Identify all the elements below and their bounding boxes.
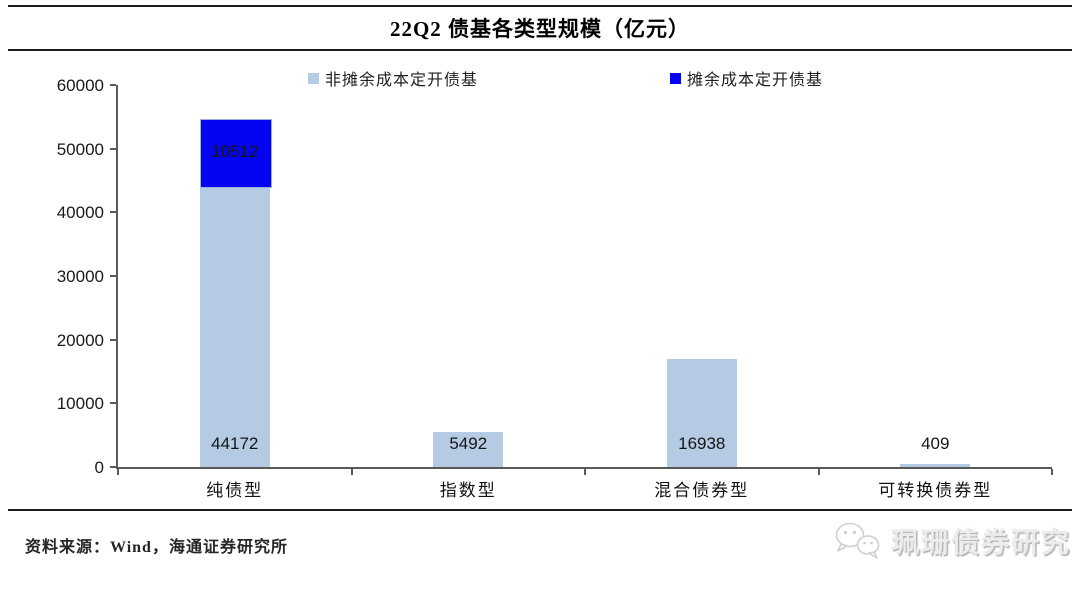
bar-segment-amortized [199, 118, 272, 188]
x-tick [817, 469, 820, 475]
chart-title: 22Q2 债基各类型规模（亿元） [389, 17, 691, 41]
x-tick [584, 469, 586, 475]
x-category-label: 混合债券型 [654, 481, 750, 500]
bar-segment-light [900, 464, 971, 467]
y-tick-label: 30000 [56, 267, 104, 286]
legend-marker-icon [308, 72, 319, 84]
bar-segment-light [666, 359, 737, 467]
y-tick-label: 50000 [56, 139, 104, 159]
bar-value-label: 16938 [678, 434, 726, 453]
bar-value-label: 44172 [211, 434, 259, 453]
legend-item: 非摊余成本定开债基 [308, 66, 478, 90]
y-tick-label: 10000 [56, 394, 104, 414]
title-rule [8, 49, 1072, 51]
y-tick [110, 402, 116, 405]
legend-label: 摊余成本定开债基 [687, 72, 824, 89]
x-category-label: 可转换债券型 [878, 481, 993, 500]
x-category-label: 指数型 [439, 481, 497, 500]
source-note: 资料来源：Wind，海通证券研究所 [25, 539, 288, 556]
watermark: 珮珊债券研究 [833, 520, 1071, 562]
bar-value-label: 409 [921, 434, 950, 453]
y-tick [110, 211, 116, 214]
x-tick [1051, 469, 1053, 475]
watermark-label: 珮珊债券研究 [891, 528, 1072, 559]
bar-segment-light [199, 186, 270, 467]
legend-item: 摊余成本定开债基 [670, 66, 823, 90]
y-tick-label: 40000 [56, 203, 104, 223]
y-tick [110, 466, 116, 468]
y-tick [110, 338, 116, 341]
legend-marker-icon [670, 72, 681, 84]
top-rule [8, 5, 1072, 7]
legend-label: 非摊余成本定开债基 [325, 72, 479, 89]
y-tick [110, 84, 116, 86]
wechat-icon [835, 522, 880, 559]
y-tick [110, 147, 116, 150]
footer-rule [8, 509, 1072, 511]
bar-segment-light [433, 432, 504, 467]
x-category-label: 纯债型 [206, 481, 264, 500]
y-tick-label: 20000 [56, 330, 104, 350]
y-axis-line [116, 85, 118, 467]
x-tick [350, 469, 353, 475]
x-axis-line [116, 467, 1052, 469]
y-tick-label: 0 [94, 458, 104, 477]
x-tick [117, 469, 119, 475]
y-tick-label: 60000 [56, 76, 104, 95]
bar-value-label: 10512 [211, 142, 259, 162]
y-tick [110, 275, 116, 277]
bar-value-label: 5492 [449, 434, 488, 453]
